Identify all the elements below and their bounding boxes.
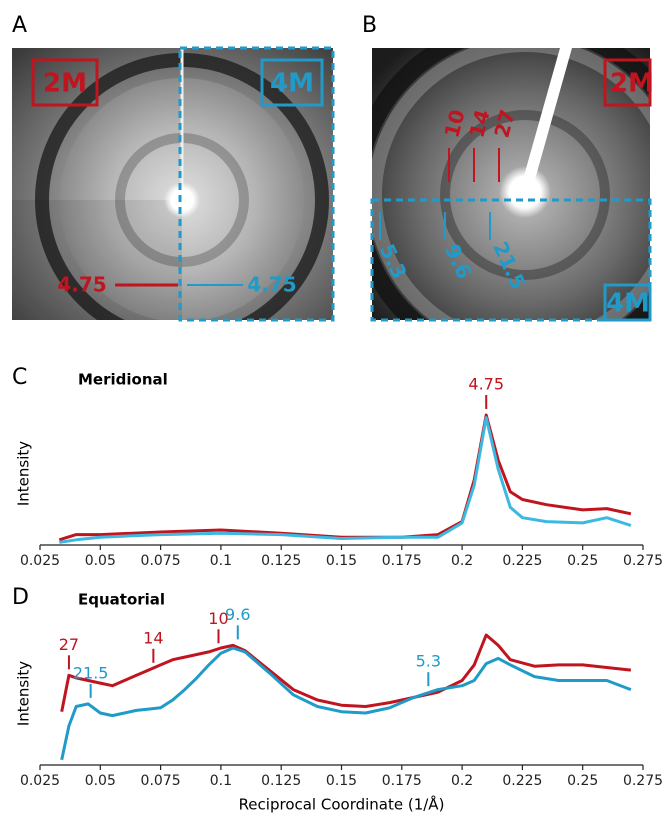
annotation-label: 14 xyxy=(143,628,163,647)
x-tick-label: 0.25 xyxy=(567,773,598,789)
x-tick-label: 0.075 xyxy=(141,773,181,789)
x-axis-label: Reciprocal Coordinate (1/Å) xyxy=(239,795,445,814)
x-tick-label: 0.075 xyxy=(141,553,181,569)
panel-letter: B xyxy=(362,13,377,38)
y-axis-label: Intensity xyxy=(15,661,33,726)
series-line xyxy=(59,416,632,544)
box xyxy=(603,58,652,107)
series-line xyxy=(60,633,632,712)
chart-title: Equatorial xyxy=(78,591,165,609)
x-tick-label: 0.175 xyxy=(382,773,422,789)
x-tick-label: 0.125 xyxy=(261,553,301,569)
x-tick-label: 0.025 xyxy=(20,773,60,789)
x-tick-label: 0.25 xyxy=(567,553,598,569)
annotation-label: 9.6 xyxy=(225,605,250,624)
x-tick-label: 0.175 xyxy=(382,553,422,569)
box xyxy=(31,58,99,107)
dashed-region xyxy=(370,198,652,322)
x-tick-label: 0.225 xyxy=(502,773,542,789)
box xyxy=(603,283,652,322)
diffraction-image xyxy=(12,48,333,320)
annotation-label: 10 xyxy=(208,609,228,628)
box-label: 4M xyxy=(270,69,314,99)
x-tick-label: 0.05 xyxy=(85,773,116,789)
annotation-label: 4.75 xyxy=(468,375,504,394)
x-tick-label: 0.225 xyxy=(502,553,542,569)
dashed-region xyxy=(178,46,335,322)
chart-title: Meridional xyxy=(78,371,168,389)
spacing-label: 4.75 xyxy=(57,273,106,297)
x-tick-label: 0.275 xyxy=(623,553,663,569)
series-line xyxy=(60,646,632,761)
panel-letter: C xyxy=(12,365,27,390)
x-tick-label: 0.1 xyxy=(210,773,232,789)
x-tick-label: 0.1 xyxy=(210,553,232,569)
annotation-label: 21.5 xyxy=(73,663,109,682)
box-label: 2M xyxy=(43,69,87,99)
x-tick-label: 0.2 xyxy=(451,553,473,569)
x-tick-label: 0.125 xyxy=(261,773,301,789)
panel-letter: D xyxy=(12,585,29,610)
box-label: 4M xyxy=(606,289,650,319)
y-axis-label: Intensity xyxy=(15,441,33,506)
x-tick-label: 0.2 xyxy=(451,773,473,789)
panel-letter: A xyxy=(12,13,27,38)
x-tick-label: 0.15 xyxy=(326,773,357,789)
x-tick-label: 0.15 xyxy=(326,553,357,569)
x-tick-label: 0.05 xyxy=(85,553,116,569)
box xyxy=(260,58,324,107)
annotation-label: 5.3 xyxy=(416,652,441,671)
box-label: 2M xyxy=(610,69,654,99)
annotation-label: 27 xyxy=(59,635,79,654)
x-tick-label: 0.275 xyxy=(623,773,663,789)
x-tick-label: 0.025 xyxy=(20,553,60,569)
spacing-label: 4.75 xyxy=(247,273,296,297)
